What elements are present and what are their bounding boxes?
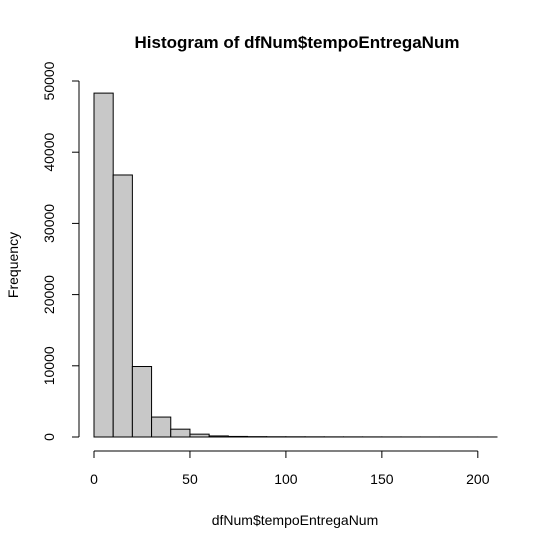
histogram-bar [131,366,153,438]
y-tick-label: 40000 [41,133,57,172]
x-tick-label: 100 [274,471,298,487]
y-tick-label: 0 [41,433,57,441]
x-tick-label: 150 [370,471,394,487]
y-tick-label: 30000 [41,204,57,243]
histogram-bar [112,174,133,438]
histogram-bar [189,433,210,438]
histogram-bar [170,428,191,438]
histogram-bar [227,435,249,438]
histogram-bar [208,435,229,438]
y-axis: 0 10000 20000 30000 40000 50000 [41,61,80,441]
chart-title: Histogram of dfNum$tempoEntregaNum [135,33,460,52]
histogram-bar [151,416,172,438]
y-tick-label: 50000 [41,61,57,100]
x-tick-label: 200 [466,471,490,487]
y-tick-label: 20000 [41,275,57,314]
x-tick-label: 50 [182,471,198,487]
bars-group [93,92,498,438]
histogram-bar [93,92,114,438]
y-axis-label: Frequency [5,232,21,298]
x-tick-label: 0 [90,471,98,487]
x-axis: 0 50 100 150 200 [90,450,490,487]
x-axis-label: dfNum$tempoEntregaNum [212,512,379,528]
y-tick-label: 10000 [41,346,57,385]
